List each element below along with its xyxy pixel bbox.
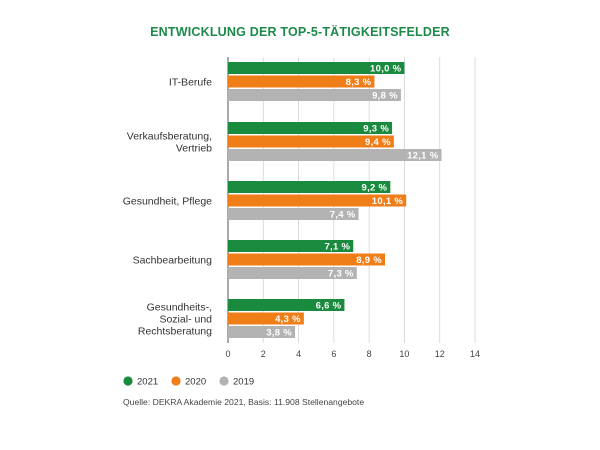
- category-label: Sachbearbeitung: [133, 255, 213, 267]
- bar-2020: [228, 253, 386, 266]
- category-label: Gesundheits-,: [147, 302, 212, 314]
- bar-2020: [228, 194, 407, 207]
- bar-2019: [228, 208, 359, 220]
- bar-group: 10,0 % 8,3 %9,8 %: [228, 62, 405, 102]
- category-label: IT-Berufe: [169, 77, 212, 89]
- bar-value-label: 8,3 %: [346, 77, 372, 88]
- category-label: Verkaufsberatung,: [127, 131, 212, 143]
- x-tick-label: 10: [399, 349, 409, 359]
- bar-2021: [228, 181, 391, 193]
- category-label: Sozial- und: [159, 314, 212, 326]
- bar-2019: [228, 267, 357, 279]
- bar-value-label: 9,4 %: [365, 137, 391, 148]
- bar-2021: [228, 240, 354, 252]
- x-tick-label: 0: [225, 349, 230, 359]
- source-note: Quelle: DEKRA Akademie 2021, Basis: 11.9…: [123, 397, 364, 407]
- bar-value-label: 4,3 %: [275, 314, 301, 325]
- bar-value-label: 10,0 %: [370, 64, 402, 75]
- category-labels: IT-Berufe Verkaufsberatung,Vertrieb Gesund…: [123, 77, 212, 338]
- bars: 10,0 % 8,3 %9,8 % 9,3 % 9,4 % 12,1 % 9,2 % 10,…: [228, 62, 442, 339]
- bar-value-label: 3,8 %: [266, 328, 292, 339]
- bar-2020: [228, 312, 304, 325]
- bar-2020: [228, 135, 394, 148]
- bar-2021: [228, 62, 405, 74]
- legend-label: 2019: [233, 377, 254, 388]
- legend-marker: [123, 376, 133, 386]
- category-label: Gesundheit, Pflege: [123, 196, 212, 208]
- bar-value-label: 7,3 %: [328, 269, 354, 280]
- bar-group: 7,1 % 8,9 %7,3 %: [228, 240, 386, 280]
- category-label: Vertrieb: [176, 143, 212, 155]
- bar-value-label: 7,1 %: [324, 242, 350, 253]
- legend-item: 2020: [171, 376, 206, 388]
- bar-group: 9,3 % 9,4 % 12,1 %: [228, 122, 442, 162]
- x-tick-label: 14: [470, 349, 480, 359]
- bar-2019: [228, 326, 296, 338]
- x-axis: 0 2 4 6 8 10 12 14: [225, 349, 480, 359]
- bar-value-label: 6,6 %: [316, 301, 342, 312]
- bar-group: 9,2 % 10,1 % 7,4 %: [228, 181, 407, 221]
- bar-value-label: 12,1 %: [407, 151, 439, 162]
- bar-value-label: 9,2 %: [362, 183, 388, 194]
- bar-2019: [228, 149, 442, 161]
- legend-item: 2021: [123, 376, 158, 388]
- bar-2021: [228, 122, 393, 134]
- legend-label: 2020: [185, 377, 206, 388]
- chart-title: ENTWICKLUNG DER TOP-5-TÄTIGKEITSFELDER: [150, 24, 450, 39]
- bar-value-label: 9,3 %: [363, 124, 389, 135]
- bar-value-label: 10,1 %: [372, 196, 404, 207]
- x-tick-label: 2: [261, 349, 266, 359]
- x-tick-label: 8: [367, 349, 372, 359]
- x-tick-label: 4: [296, 349, 301, 359]
- bar-2021: [228, 299, 345, 311]
- bar-value-label: 7,4 %: [330, 210, 356, 221]
- x-tick-label: 6: [331, 349, 336, 359]
- bar-2020: [228, 75, 375, 88]
- legend-marker: [171, 376, 181, 386]
- bar-2019: [228, 89, 401, 101]
- legend: 2021 2020 2019: [123, 376, 254, 388]
- legend-label: 2021: [137, 377, 158, 388]
- bar-value-label: 9,8 %: [372, 91, 398, 102]
- bar-group: 6,6 % 4,3 % 3,8 %: [228, 299, 345, 339]
- category-label: Rechtsberatung: [138, 326, 212, 338]
- x-tick-label: 12: [435, 349, 445, 359]
- legend-item: 2019: [219, 376, 254, 388]
- legend-marker: [219, 376, 229, 386]
- bar-value-label: 8,9 %: [356, 255, 382, 266]
